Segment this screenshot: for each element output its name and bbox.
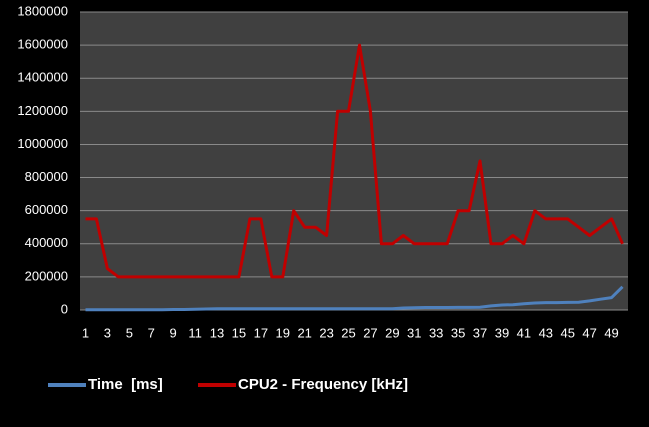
y-tick-label: 600000 xyxy=(25,202,68,217)
series-line xyxy=(85,285,624,312)
x-tick-label: 7 xyxy=(148,325,155,340)
x-tick-label: 43 xyxy=(539,325,553,340)
x-tick-label: 31 xyxy=(407,325,421,340)
x-tick-label: 3 xyxy=(104,325,111,340)
x-tick-label: 33 xyxy=(429,325,443,340)
y-tick-label: 1600000 xyxy=(17,37,68,52)
y-tick-label: 400000 xyxy=(25,235,68,250)
x-tick-label: 27 xyxy=(363,325,377,340)
x-tick-label: 11 xyxy=(188,325,202,340)
legend-label: CPU2 - Frequency [kHz] xyxy=(238,376,408,393)
x-tick-label: 39 xyxy=(495,325,509,340)
x-tick-label: 21 xyxy=(297,325,311,340)
x-tick-label: 25 xyxy=(341,325,355,340)
x-tick-label: 13 xyxy=(210,325,224,340)
x-tick-label: 35 xyxy=(451,325,465,340)
x-tick-label: 45 xyxy=(560,325,574,340)
series-line xyxy=(85,43,624,279)
x-tick-label: 1 xyxy=(82,325,89,340)
x-tick-label: 37 xyxy=(473,325,487,340)
x-tick-label: 9 xyxy=(170,325,177,340)
x-tick-label: 23 xyxy=(319,325,333,340)
x-tick-label: 29 xyxy=(385,325,399,340)
y-tick-label: 1200000 xyxy=(17,103,68,118)
y-tick-label: 1000000 xyxy=(17,136,68,151)
y-tick-label: 200000 xyxy=(25,268,68,283)
y-tick-label: 1400000 xyxy=(17,70,68,85)
y-tick-label: 0 xyxy=(61,301,68,316)
x-tick-label: 49 xyxy=(604,325,618,340)
x-tick-label: 17 xyxy=(254,325,268,340)
plot-area xyxy=(80,12,628,310)
x-tick-label: 41 xyxy=(517,325,531,340)
x-tick-label: 5 xyxy=(126,325,133,340)
legend-label: Time [ms] xyxy=(88,376,163,393)
x-tick-label: 47 xyxy=(582,325,596,340)
x-tick-label: 15 xyxy=(232,325,246,340)
x-tick-label: 19 xyxy=(276,325,290,340)
y-tick-label: 1800000 xyxy=(17,3,68,18)
y-tick-label: 800000 xyxy=(25,169,68,184)
